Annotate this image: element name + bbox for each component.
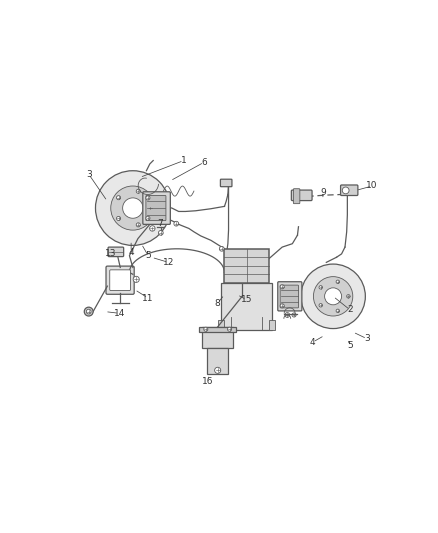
Text: 2: 2	[347, 305, 353, 314]
Circle shape	[319, 304, 322, 307]
Circle shape	[148, 206, 152, 210]
Circle shape	[346, 295, 350, 298]
Circle shape	[146, 216, 150, 220]
Text: 7: 7	[157, 219, 163, 228]
Circle shape	[325, 288, 342, 305]
Text: 16: 16	[202, 377, 213, 386]
FancyBboxPatch shape	[280, 285, 298, 308]
Bar	[218, 320, 224, 330]
Circle shape	[280, 285, 284, 289]
Circle shape	[204, 327, 208, 332]
Text: 3: 3	[86, 169, 92, 179]
Circle shape	[117, 216, 120, 221]
Circle shape	[215, 367, 221, 374]
Text: 9: 9	[320, 188, 326, 197]
Bar	[221, 282, 272, 330]
Text: 4: 4	[128, 248, 134, 257]
Circle shape	[117, 196, 120, 200]
Circle shape	[227, 327, 232, 332]
FancyBboxPatch shape	[291, 190, 312, 200]
Bar	[207, 348, 228, 374]
Text: 8: 8	[215, 298, 221, 308]
Text: 3: 3	[364, 334, 370, 343]
Circle shape	[280, 304, 284, 308]
FancyBboxPatch shape	[108, 247, 124, 256]
Circle shape	[174, 221, 179, 226]
Bar	[199, 327, 237, 332]
Circle shape	[84, 307, 93, 316]
Bar	[224, 249, 268, 282]
Text: 1: 1	[181, 156, 187, 165]
Circle shape	[111, 186, 155, 230]
FancyBboxPatch shape	[220, 179, 232, 187]
Text: 13: 13	[105, 249, 117, 259]
Circle shape	[95, 171, 170, 245]
Circle shape	[301, 264, 365, 328]
Text: 15: 15	[241, 295, 252, 304]
Circle shape	[133, 276, 139, 282]
Circle shape	[285, 313, 290, 317]
Circle shape	[314, 277, 353, 316]
Text: 12: 12	[163, 258, 174, 267]
FancyBboxPatch shape	[110, 270, 131, 290]
Text: 4: 4	[310, 337, 315, 346]
Circle shape	[319, 286, 322, 289]
Text: 6: 6	[201, 158, 207, 167]
FancyBboxPatch shape	[293, 189, 300, 204]
Text: 11: 11	[142, 294, 154, 303]
Circle shape	[136, 223, 140, 227]
Text: 5: 5	[347, 341, 353, 350]
FancyBboxPatch shape	[143, 192, 170, 224]
Circle shape	[150, 225, 155, 231]
Circle shape	[336, 309, 339, 312]
Circle shape	[342, 187, 349, 194]
Circle shape	[86, 309, 91, 314]
Bar	[268, 320, 276, 330]
Text: 10: 10	[366, 182, 378, 190]
FancyBboxPatch shape	[278, 282, 302, 311]
Circle shape	[219, 246, 224, 251]
Circle shape	[292, 313, 296, 317]
Circle shape	[336, 280, 339, 284]
Bar	[202, 327, 233, 348]
FancyBboxPatch shape	[146, 196, 166, 221]
Circle shape	[146, 196, 150, 200]
Text: 14: 14	[113, 309, 125, 318]
Circle shape	[136, 189, 140, 193]
FancyBboxPatch shape	[341, 185, 358, 196]
Circle shape	[123, 198, 143, 218]
Circle shape	[159, 230, 163, 235]
FancyBboxPatch shape	[106, 266, 134, 294]
Text: 5: 5	[145, 251, 151, 260]
